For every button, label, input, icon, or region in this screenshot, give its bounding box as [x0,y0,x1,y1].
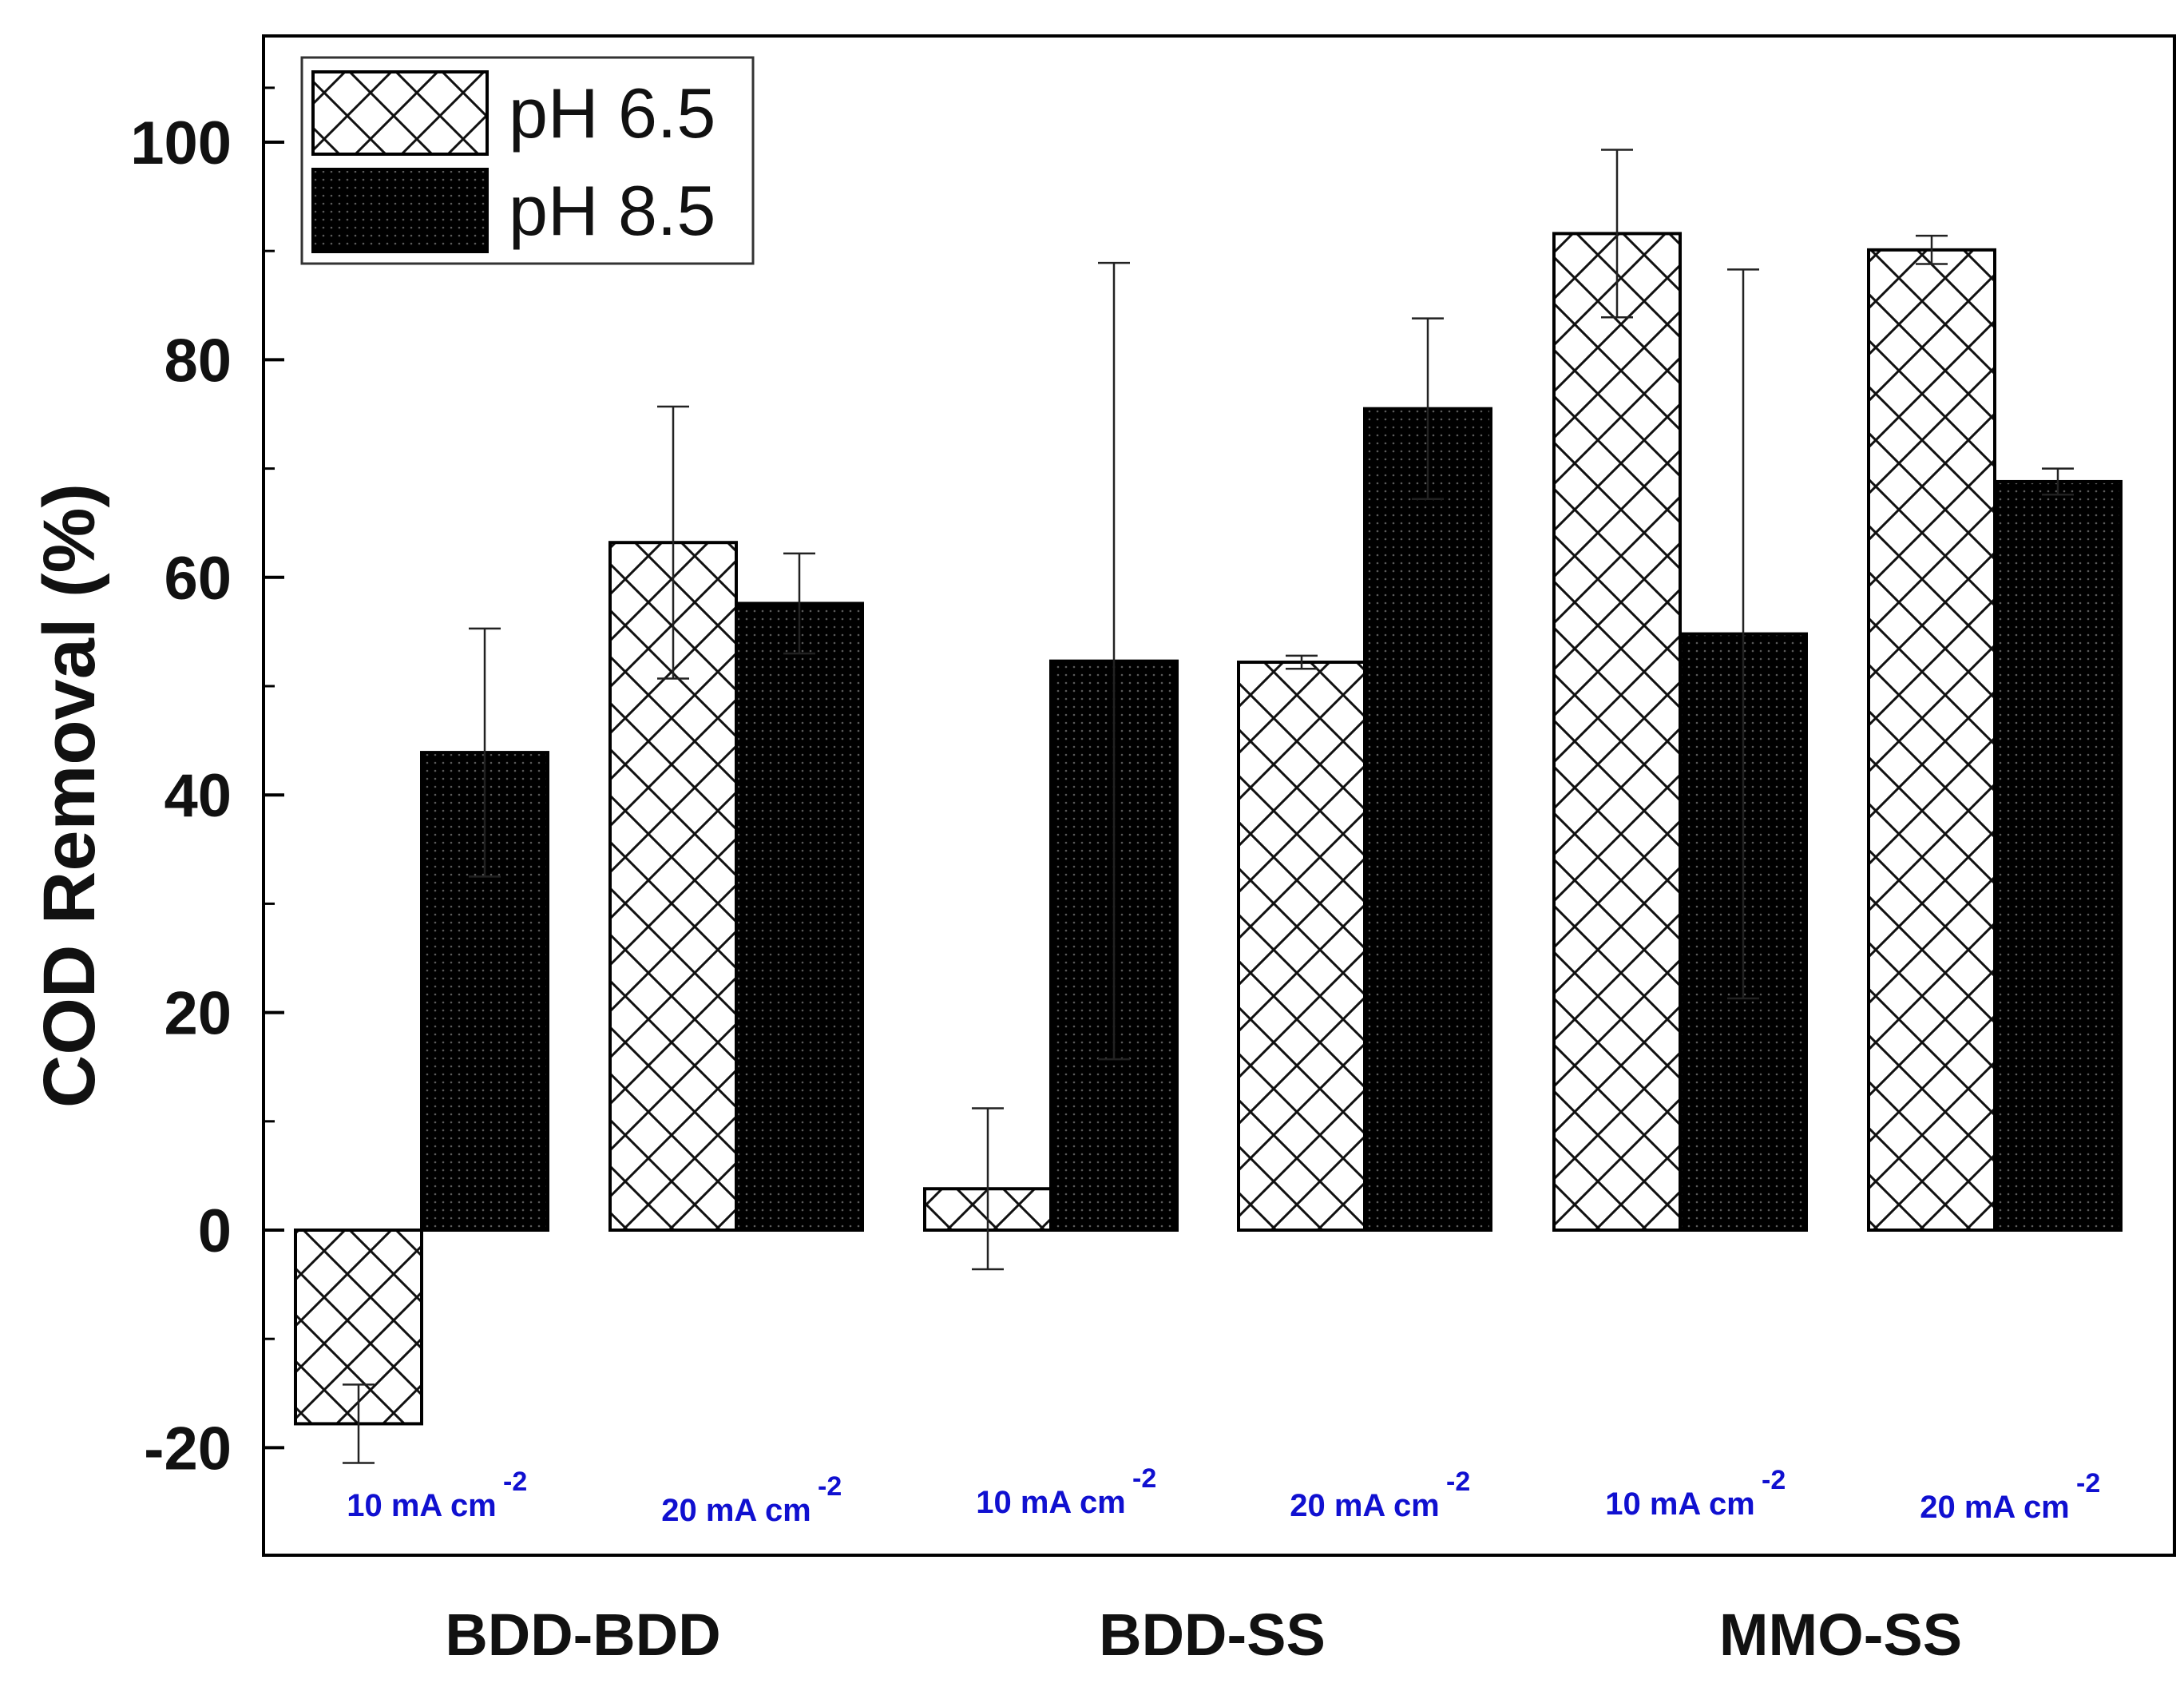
current-density-exponent: -2 [1132,1463,1156,1494]
y-tick-label: 80 [164,327,232,395]
legend-swatch-ph85 [311,168,489,253]
legend-label-ph65: pH 6.5 [509,73,715,153]
bars-layer [294,232,2123,1426]
legend: pH 6.5 pH 8.5 [300,56,755,265]
bar-ph85 [1363,407,1492,1233]
current-density-label: 20 mA cm [1920,1490,2070,1525]
electrode-group-labels: BDD-BDD BDD-SS MMO-SS [445,1602,1962,1668]
current-density-exponent: -2 [503,1467,527,1497]
group-label: BDD-SS [1099,1602,1326,1668]
legend-label-ph85: pH 8.5 [509,171,715,250]
y-tick-label: 60 [164,545,232,613]
current-density-label: 10 mA cm [1605,1487,1755,1522]
y-tick-label: 20 [164,980,232,1048]
current-density-label: 20 mA cm [661,1493,811,1528]
y-axis: -20 0 20 40 60 80 100 [130,86,284,1483]
current-density-label: 20 mA cm [1290,1488,1440,1523]
current-density-exponent: -2 [818,1471,842,1502]
bar-ph65 [1552,232,1682,1233]
current-density-exponent: -2 [1446,1467,1470,1497]
current-density-exponent: -2 [1762,1465,1786,1495]
group-label: MMO-SS [1719,1602,1962,1668]
legend-swatch-ph65 [311,70,489,156]
current-density-labels: 10 mA cm-220 mA cm-2 10 mA cm-220 mA cm-2… [347,1463,2100,1528]
current-density-exponent: -2 [2076,1468,2100,1498]
bar-ph85 [1993,479,2123,1232]
current-density-label: 10 mA cm [347,1488,497,1523]
bar-ph65 [1867,248,1996,1232]
y-axis-title: COD Removal (%) [29,483,110,1108]
group-label: BDD-BDD [445,1602,720,1668]
current-density-label: 10 mA cm [976,1485,1126,1520]
y-tick-label: 40 [164,762,232,830]
bar-ph65 [1237,661,1366,1232]
error-bars-layer [343,149,2074,1464]
y-tick-label: -20 [144,1415,232,1483]
y-tick-label: 0 [198,1197,232,1265]
bar-ph85 [735,601,864,1232]
y-tick-label: 100 [130,109,232,177]
